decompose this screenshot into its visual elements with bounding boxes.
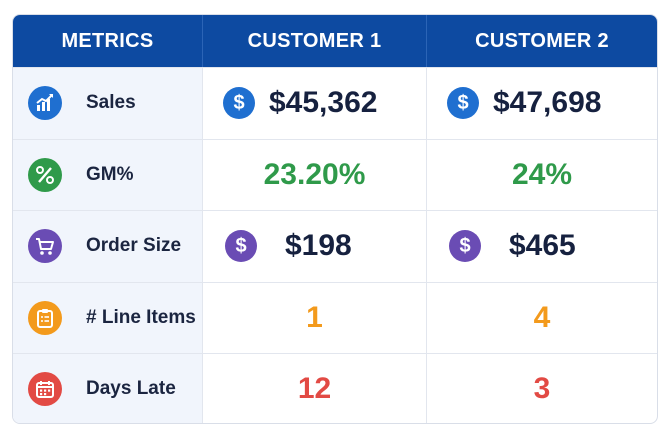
customer-2-sales-cell: $ $47,698 (427, 68, 657, 139)
customer-1-gm-cell: 23.20% (203, 139, 427, 210)
customer-2-line-items-cell: 4 (427, 283, 657, 354)
table-row-gm: GM% 23.20% 24% (13, 138, 657, 211)
customer-2-gm-value: 24% (511, 157, 573, 191)
customer-1-gm-value: 23.20% (263, 157, 366, 191)
customer-1-line-items-value: 1 (306, 300, 323, 334)
header-customer-2: CUSTOMER 2 (475, 29, 609, 52)
customer-2-gm-cell: 24% (427, 140, 657, 211)
header-metrics: METRICS (13, 15, 203, 67)
customer-2-line-items-value: 4 (533, 300, 551, 334)
customer-1-days-late-value: 12 (297, 372, 332, 406)
header-customer-1: CUSTOMER 1 (203, 15, 427, 67)
customer-2-sales-value: $47,698 (493, 86, 602, 120)
sales-chart-icon (28, 86, 62, 121)
metrics-comparison-table: METRICS CUSTOMER 1 CUSTOMER 2 Sales $ $4… (12, 14, 658, 424)
metric-cell-sales: Sales (13, 68, 203, 139)
customer-2-days-late-value: 3 (533, 372, 551, 406)
calendar-icon (28, 372, 62, 407)
percent-icon (28, 157, 62, 192)
customer-1-line-items-cell: 1 (203, 282, 427, 353)
customer-1-sales-cell: $ $45,362 (203, 68, 427, 139)
metric-cell-line-items: # Line Items (13, 282, 203, 353)
metric-label-order-size: Order Size (86, 235, 182, 257)
table-header: METRICS CUSTOMER 1 CUSTOMER 2 (13, 15, 657, 67)
table-row-order-size: Order Size $ $198 $ $465 (13, 210, 657, 282)
customer-1-order-size-cell: $ $198 (203, 211, 427, 282)
customer-1-order-size-value: $198 (285, 229, 352, 263)
customer-2-days-late-cell: 3 (427, 354, 657, 423)
customer-1-sales-value: $45,362 (269, 86, 378, 120)
metric-label-gm: GM% (86, 163, 134, 185)
table-row-days-late: Days Late 12 3 (13, 353, 657, 423)
metric-cell-days-late: Days Late (13, 354, 203, 423)
dollar-icon: $ (223, 87, 255, 120)
dollar-icon: $ (449, 230, 481, 263)
metric-label-sales: Sales (86, 92, 136, 114)
customer-2-order-size-value: $465 (509, 229, 576, 263)
metric-label-line-items: # Line Items (86, 306, 196, 328)
customer-1-days-late-cell: 12 (203, 354, 427, 423)
table-row-sales: Sales $ $45,362 $ $47,698 (13, 67, 657, 139)
dollar-icon: $ (225, 230, 257, 263)
metric-cell-order-size: Order Size (13, 211, 203, 282)
customer-2-order-size-cell: $ $465 (427, 211, 657, 282)
table-row-line-items: # Line Items 1 4 (13, 281, 657, 354)
metric-label-days-late: Days Late (86, 378, 176, 400)
shopping-cart-icon (28, 229, 62, 264)
clipboard-list-icon (28, 300, 62, 335)
dollar-icon: $ (447, 87, 479, 120)
metric-cell-gm: GM% (13, 139, 203, 210)
